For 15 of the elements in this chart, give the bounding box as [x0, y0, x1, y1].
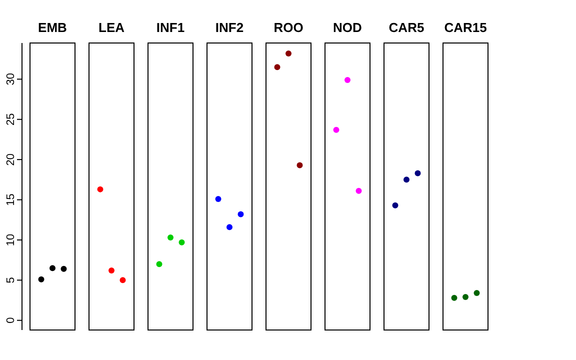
x-tick-label: INF2 — [215, 20, 244, 35]
y-tick-label: 5 — [5, 277, 17, 284]
y-tick-label: 15 — [5, 194, 17, 206]
x-tick-label: LEA — [98, 20, 126, 35]
y-tick-label: 10 — [5, 234, 17, 246]
y-tick-label: 20 — [5, 153, 17, 166]
x-tick-label: ROO — [274, 20, 304, 35]
y-tick-label: 30 — [5, 73, 17, 86]
y-tick-label: 25 — [5, 113, 17, 126]
x-tick-label: INF1 — [156, 20, 185, 35]
x-tick-label: EMB — [38, 20, 67, 35]
x-tick-label: CAR5 — [388, 20, 424, 35]
x-tick-label: CAR15 — [444, 20, 487, 35]
x-tick-label: NOD — [333, 20, 362, 35]
y-tick-label: 0 — [5, 317, 17, 324]
